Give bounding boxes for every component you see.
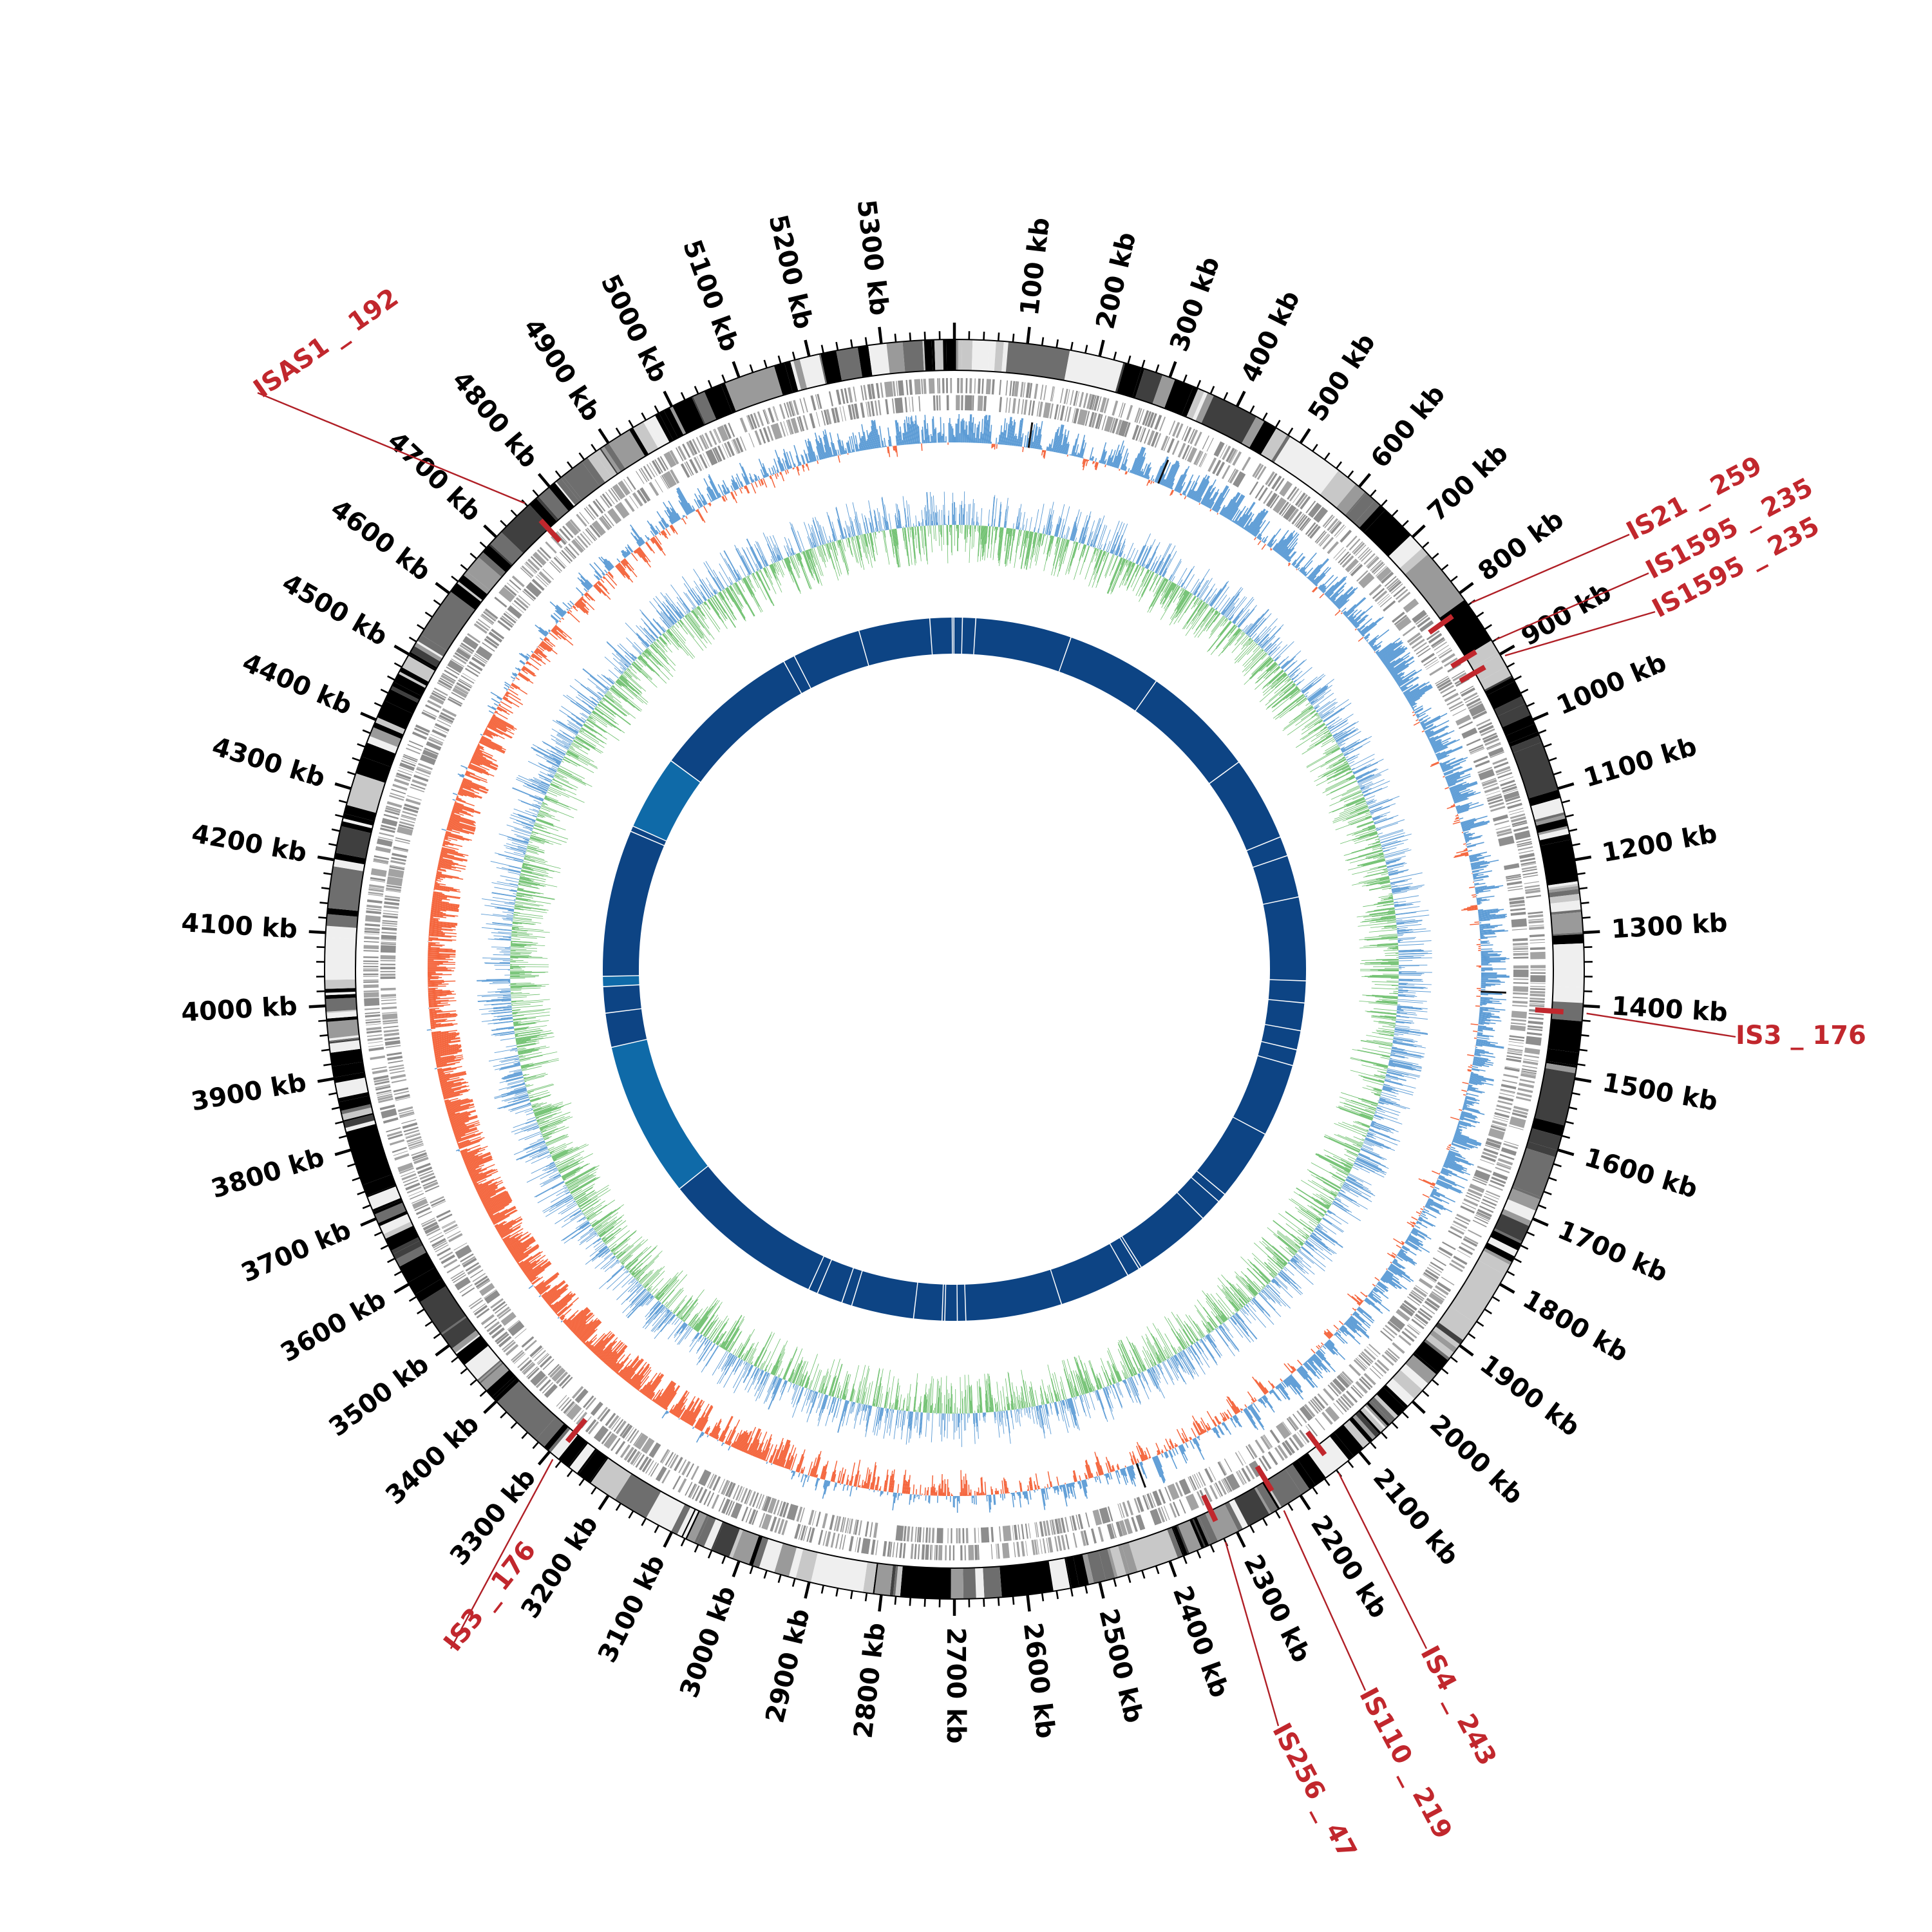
axis-tick-label: 5100 kb xyxy=(677,236,744,355)
axis-tick-label: 4500 kb xyxy=(277,568,392,652)
axis-tick-label: 3000 kb xyxy=(674,1582,742,1701)
axis-tick-label: 400 kb xyxy=(1235,286,1306,387)
gene-feature-ring xyxy=(363,378,1546,1560)
annotation-leader-line xyxy=(1224,1542,1280,1727)
axis-tick-label: 3400 kb xyxy=(380,1409,485,1510)
axis-tick-label: 4900 kb xyxy=(518,314,607,427)
axis-tick-label: 2300 kb xyxy=(1238,1550,1316,1667)
axis-tick-label: 3100 kb xyxy=(592,1550,671,1667)
is-element-marker xyxy=(1459,665,1486,683)
axis-tick-label: 3800 kb xyxy=(208,1142,328,1204)
axis-tick-label: 1300 kb xyxy=(1611,908,1728,944)
is-element-marker xyxy=(1255,1465,1274,1492)
is-element-label: IS4 _ 243 xyxy=(1414,1641,1502,1770)
annotation-leader-line xyxy=(1283,1510,1367,1691)
axis-tick-label: 5200 kb xyxy=(762,212,818,332)
is-element-marker xyxy=(1428,614,1454,635)
axis-tick-group xyxy=(308,323,1600,1616)
axis-tick-label: 2800 kb xyxy=(849,1621,892,1740)
axis-tick-label: 500 kb xyxy=(1303,328,1381,427)
is-element-marker xyxy=(1450,649,1477,669)
gc-content-track xyxy=(477,491,1432,1447)
is-element-label: ISAS1 _ 192 xyxy=(249,283,404,404)
axis-tick-label: 4300 kb xyxy=(209,732,328,793)
annotation-leader-line xyxy=(450,1459,554,1649)
axis-tick-label: 200 kb xyxy=(1090,229,1142,332)
axis-tick-label: 2100 kb xyxy=(1367,1463,1464,1571)
is-element-marker xyxy=(565,1417,588,1443)
axis-tick-label: 900 kb xyxy=(1517,577,1616,652)
axis-tick-label: 4800 kb xyxy=(446,366,544,474)
axis-tick-label: 1500 kb xyxy=(1600,1068,1720,1117)
gc-skew-track xyxy=(426,414,1510,1513)
is-element-label: IS256 _ 47 xyxy=(1266,1718,1362,1863)
axis-tick-label: 4600 kb xyxy=(325,494,436,587)
axis-tick-label: 1900 kb xyxy=(1474,1349,1585,1443)
axis-tick-label: 2500 kb xyxy=(1093,1606,1148,1726)
axis-tick-label: 4400 kb xyxy=(238,648,357,721)
axis-tick-label: 2700 kb xyxy=(941,1627,971,1744)
axis-tick-label: 1800 kb xyxy=(1518,1284,1633,1368)
axis-tick-label: 2400 kb xyxy=(1167,1582,1235,1701)
axis-tick-label: 100 kb xyxy=(1015,216,1056,317)
axis-tick-label: 3600 kb xyxy=(276,1284,391,1368)
annotation-leader-line xyxy=(1586,1012,1736,1038)
axis-tick-label: 1000 kb xyxy=(1553,648,1671,721)
axis-tick-label: 4700 kb xyxy=(382,426,487,527)
annotation-leader-line xyxy=(257,392,526,504)
annotation-leader-line xyxy=(1338,1472,1428,1649)
axis-tick-label: 2600 kb xyxy=(1018,1621,1061,1740)
annotation-leaders xyxy=(257,392,1736,1727)
axis-tick-label: 1700 kb xyxy=(1553,1215,1672,1289)
is-element-label: IS3 _ 176 xyxy=(1736,1021,1866,1050)
axis-tick-label: 300 kb xyxy=(1164,253,1226,355)
karyotype-band-ring xyxy=(324,339,1585,1600)
axis-tick-label: 1100 kb xyxy=(1580,732,1700,793)
annotation-leader-line xyxy=(1495,572,1649,641)
is-element-marker xyxy=(538,518,562,543)
is-element-label: IS110 _ 219 xyxy=(1353,1683,1457,1844)
contig-ring xyxy=(603,618,1306,1321)
is-element-marker xyxy=(1535,1007,1564,1015)
annotation-leader-line xyxy=(1471,533,1630,604)
axis-tick-label: 5000 kb xyxy=(595,270,674,387)
axis-tick-label: 700 kb xyxy=(1422,439,1514,527)
axis-tick-label: 600 kb xyxy=(1365,379,1451,474)
is-element-marker xyxy=(1201,1494,1218,1522)
axis-tick-label: 2000 kb xyxy=(1424,1409,1529,1510)
axis-tick-label: 1600 kb xyxy=(1581,1142,1701,1204)
axis-tick-label: 5300 kb xyxy=(851,198,895,317)
axis-tick-label: 3900 kb xyxy=(189,1068,308,1117)
axis-tick-label: 1400 kb xyxy=(1611,991,1728,1027)
axis-tick-label: 4100 kb xyxy=(180,908,298,944)
axis-tick-label: 1200 kb xyxy=(1600,819,1719,869)
axis-tick-label: 2900 kb xyxy=(760,1606,815,1726)
axis-tick-label: 3500 kb xyxy=(324,1349,435,1443)
axis-tick-label: 800 kb xyxy=(1473,504,1569,587)
axis-tick-label: 4200 kb xyxy=(189,819,309,869)
axis-tick-label: 2200 kb xyxy=(1305,1510,1394,1624)
annotation-leader-line xyxy=(1504,611,1656,657)
axis-tick-label: 4000 kb xyxy=(180,991,298,1027)
axis-tick-label: 3700 kb xyxy=(237,1215,355,1289)
is-element-marker xyxy=(1305,1430,1327,1457)
